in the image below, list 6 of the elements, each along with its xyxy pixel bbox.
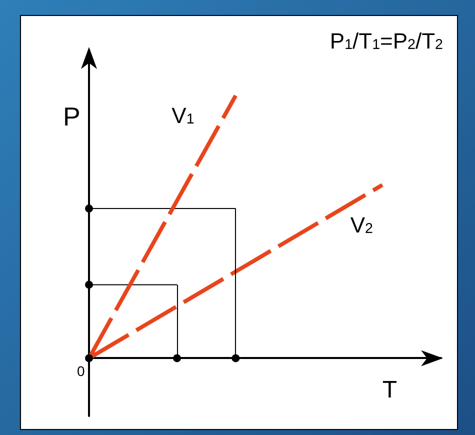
x-axis-title: T (382, 376, 398, 404)
chart-title: P1/T1=P2/T2 (330, 28, 444, 54)
series-label: V2 (350, 212, 374, 238)
text: 0 (77, 363, 85, 380)
y-axis-title: P (63, 102, 80, 132)
series-label: V1 (172, 103, 194, 128)
